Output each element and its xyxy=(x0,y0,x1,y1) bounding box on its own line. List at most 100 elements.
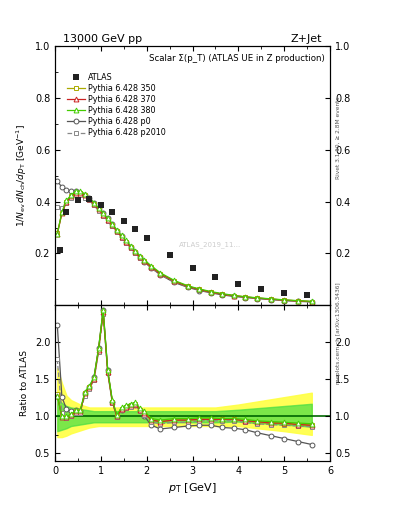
ATLAS xyxy=(190,265,195,271)
Pythia 6.428 380 xyxy=(55,231,60,237)
Pythia 6.428 350 xyxy=(129,244,133,250)
Pythia 6.428 380 xyxy=(158,270,163,276)
Pythia 6.428 p2010 xyxy=(101,212,106,219)
Pythia 6.428 p0 xyxy=(197,287,202,293)
Pythia 6.428 350 xyxy=(73,189,78,196)
Pythia 6.428 350 xyxy=(172,278,176,284)
ATLAS xyxy=(144,236,149,242)
Pythia 6.428 p2010 xyxy=(73,192,78,198)
Pythia 6.428 380 xyxy=(185,283,190,289)
Pythia 6.428 p2010 xyxy=(231,293,236,299)
Pythia 6.428 350 xyxy=(197,286,202,292)
Pythia 6.428 p2010 xyxy=(129,245,133,251)
Pythia 6.428 p2010 xyxy=(142,259,147,265)
Pythia 6.428 350 xyxy=(115,228,119,234)
Pythia 6.428 370 xyxy=(105,217,110,223)
Pythia 6.428 p2010 xyxy=(124,240,129,246)
Pythia 6.428 350 xyxy=(124,239,129,245)
ATLAS xyxy=(64,209,69,215)
Pythia 6.428 p2010 xyxy=(133,250,138,256)
Pythia 6.428 350 xyxy=(110,222,115,228)
Pythia 6.428 p2010 xyxy=(55,204,60,210)
Pythia 6.428 370 xyxy=(69,194,73,200)
Pythia 6.428 370 xyxy=(296,298,300,304)
Pythia 6.428 370 xyxy=(231,293,236,299)
ATLAS xyxy=(110,209,115,215)
Pythia 6.428 p0 xyxy=(73,188,78,194)
Pythia 6.428 370 xyxy=(92,201,96,207)
Pythia 6.428 350 xyxy=(87,196,92,202)
Pythia 6.428 p0 xyxy=(78,189,83,196)
ATLAS xyxy=(75,197,80,203)
Pythia 6.428 p2010 xyxy=(87,197,92,203)
Text: ATLAS_2019_11...: ATLAS_2019_11... xyxy=(179,242,241,248)
Pythia 6.428 380 xyxy=(60,209,64,215)
Pythia 6.428 380 xyxy=(105,216,110,222)
ATLAS xyxy=(305,292,310,298)
Pythia 6.428 350 xyxy=(268,296,273,302)
Pythia 6.428 p2010 xyxy=(78,192,83,198)
Pythia 6.428 p2010 xyxy=(309,298,314,305)
Pythia 6.428 p0 xyxy=(231,293,236,300)
Pythia 6.428 p2010 xyxy=(92,202,96,208)
Pythia 6.428 p0 xyxy=(268,296,273,303)
Pythia 6.428 p0 xyxy=(309,299,314,305)
Pythia 6.428 370 xyxy=(172,278,176,284)
ATLAS xyxy=(57,246,62,252)
ATLAS xyxy=(99,202,103,208)
Pythia 6.428 370 xyxy=(142,258,147,264)
Pythia 6.428 370 xyxy=(55,231,60,237)
Text: Scalar Σ(p_T) (ATLAS UE in Z production): Scalar Σ(p_T) (ATLAS UE in Z production) xyxy=(149,54,325,63)
Pythia 6.428 p2010 xyxy=(268,296,273,303)
Pythia 6.428 p0 xyxy=(64,187,69,193)
Pythia 6.428 380 xyxy=(296,297,300,304)
Pythia 6.428 p0 xyxy=(119,233,124,240)
Pythia 6.428 p2010 xyxy=(69,195,73,201)
Pythia 6.428 p0 xyxy=(96,205,101,211)
Pythia 6.428 370 xyxy=(220,291,225,297)
Pythia 6.428 370 xyxy=(115,228,119,234)
Legend: ATLAS, Pythia 6.428 350, Pythia 6.428 370, Pythia 6.428 380, Pythia 6.428 p0, Py: ATLAS, Pythia 6.428 350, Pythia 6.428 37… xyxy=(64,71,168,140)
ATLAS xyxy=(259,286,264,292)
Y-axis label: $1/N_\mathrm{ev}\,dN_\mathrm{ch}/dp_\mathrm{T}$ [GeV$^{-1}$]: $1/N_\mathrm{ev}\,dN_\mathrm{ch}/dp_\mat… xyxy=(15,124,29,227)
Pythia 6.428 p0 xyxy=(133,249,138,255)
Pythia 6.428 p2010 xyxy=(105,218,110,224)
Pythia 6.428 380 xyxy=(96,205,101,211)
Pythia 6.428 370 xyxy=(268,296,273,302)
Text: Z+Jet: Z+Jet xyxy=(290,33,322,44)
Pythia 6.428 370 xyxy=(209,289,213,295)
Pythia 6.428 380 xyxy=(78,188,83,194)
Pythia 6.428 380 xyxy=(142,257,147,263)
ATLAS xyxy=(282,290,286,296)
ATLAS xyxy=(133,226,138,232)
Pythia 6.428 350 xyxy=(138,254,142,260)
Pythia 6.428 p0 xyxy=(60,184,64,190)
Pythia 6.428 350 xyxy=(254,295,259,301)
Pythia 6.428 p0 xyxy=(55,178,60,184)
Pythia 6.428 380 xyxy=(64,197,69,203)
Pythia 6.428 p2010 xyxy=(209,289,213,295)
Pythia 6.428 350 xyxy=(231,293,236,299)
Pythia 6.428 350 xyxy=(296,298,300,304)
Pythia 6.428 380 xyxy=(83,191,87,197)
Line: Pythia 6.428 380: Pythia 6.428 380 xyxy=(55,189,314,304)
Pythia 6.428 p0 xyxy=(124,239,129,245)
Pythia 6.428 p0 xyxy=(243,294,248,301)
Text: mcplots.cern.ch [arXiv:1306.3436]: mcplots.cern.ch [arXiv:1306.3436] xyxy=(336,282,341,383)
Pythia 6.428 370 xyxy=(309,298,314,305)
Pythia 6.428 p0 xyxy=(172,280,176,286)
Pythia 6.428 380 xyxy=(119,232,124,239)
ATLAS xyxy=(87,196,92,202)
Line: ATLAS: ATLAS xyxy=(57,196,310,298)
Line: Pythia 6.428 p0: Pythia 6.428 p0 xyxy=(55,179,314,304)
Pythia 6.428 p0 xyxy=(129,244,133,250)
Text: Rivet 3.1.10, ≥ 2.8M events: Rivet 3.1.10, ≥ 2.8M events xyxy=(336,97,341,180)
Pythia 6.428 370 xyxy=(138,254,142,260)
Pythia 6.428 380 xyxy=(282,297,286,303)
Pythia 6.428 p2010 xyxy=(296,298,300,304)
Line: Pythia 6.428 370: Pythia 6.428 370 xyxy=(55,190,314,304)
Pythia 6.428 380 xyxy=(309,298,314,305)
Pythia 6.428 350 xyxy=(282,297,286,303)
Pythia 6.428 p2010 xyxy=(83,195,87,201)
Pythia 6.428 350 xyxy=(78,189,83,196)
